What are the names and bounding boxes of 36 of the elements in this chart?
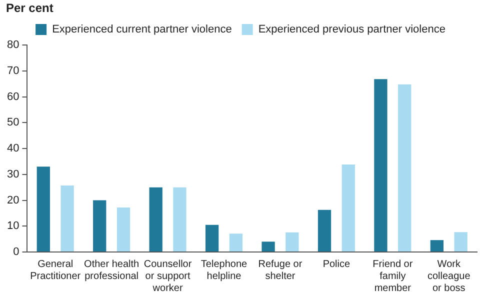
bar xyxy=(149,187,162,252)
bar xyxy=(229,234,243,252)
legend-label: Experienced current partner violence xyxy=(52,24,232,36)
bar xyxy=(36,166,50,252)
x-tick-label: Other health professional xyxy=(84,258,140,282)
y-tick-label: 10 xyxy=(6,220,20,232)
bar xyxy=(286,232,299,252)
bar xyxy=(454,232,468,252)
x-tick-label: Work colleague or boss xyxy=(427,258,471,294)
x-tick-label: General Practitioner xyxy=(30,258,82,282)
bar xyxy=(205,224,219,252)
x-tick-label: Police xyxy=(322,258,350,270)
bar xyxy=(374,79,388,252)
bar xyxy=(93,200,106,252)
bar xyxy=(60,186,74,252)
bar xyxy=(173,187,186,252)
y-tick-label: 50 xyxy=(6,116,20,129)
y-tick-label: 60 xyxy=(6,90,20,103)
y-tick-label: 20 xyxy=(6,194,20,206)
x-tick-label: Counsellor or support worker xyxy=(144,258,192,294)
y-axis-title: Per cent xyxy=(6,1,54,15)
y-tick-label: 40 xyxy=(6,142,20,155)
y-tick-label: 0 xyxy=(13,246,20,258)
x-tick-label: Telephone helpline xyxy=(200,258,248,282)
x-tick-label: Friend or family member xyxy=(372,258,414,294)
bar xyxy=(342,164,355,252)
y-tick-label: 30 xyxy=(6,168,20,180)
legend-label: Experienced previous partner violence xyxy=(258,24,446,36)
bar xyxy=(116,207,130,252)
y-tick-label: 80 xyxy=(6,39,20,52)
bar xyxy=(262,242,275,252)
bar xyxy=(398,84,412,252)
bar xyxy=(430,240,444,252)
bar xyxy=(318,210,332,252)
y-tick-label: 70 xyxy=(6,64,20,77)
x-tick-label: Refuge or shelter xyxy=(258,258,303,282)
